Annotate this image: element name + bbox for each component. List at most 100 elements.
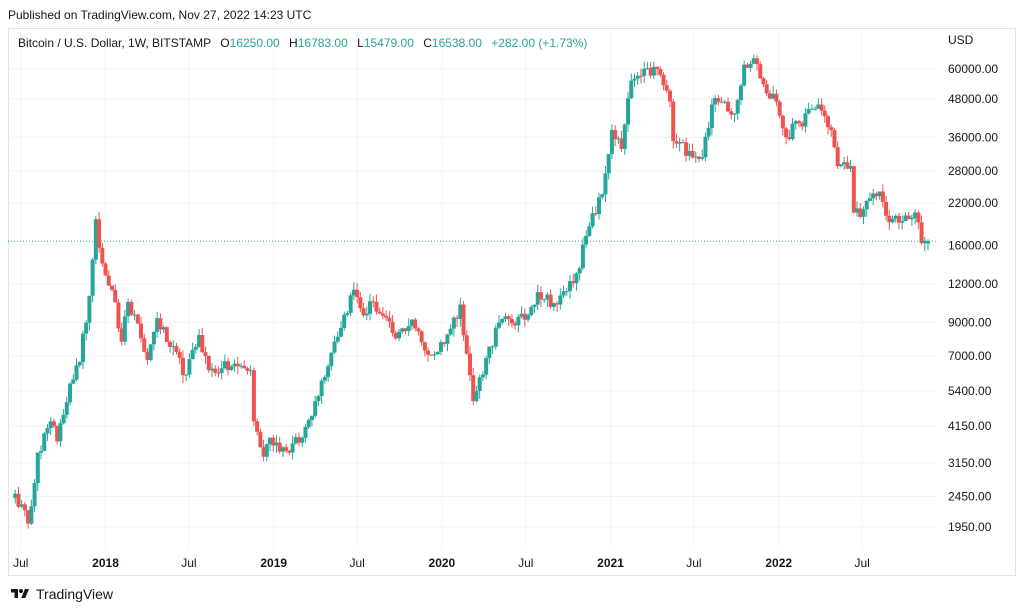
candle [445, 333, 450, 352]
candle [635, 71, 640, 85]
candle [871, 188, 876, 206]
candle [413, 317, 418, 332]
candle [84, 319, 89, 341]
candle [371, 296, 376, 308]
candle [477, 374, 482, 399]
candle [835, 141, 840, 169]
candle [661, 72, 666, 91]
candle [26, 509, 31, 529]
candle [226, 357, 231, 376]
candle [706, 121, 711, 141]
candle [793, 120, 798, 130]
candle [461, 300, 466, 342]
candle [777, 100, 782, 119]
y-tick-label: 3150.00 [948, 456, 992, 470]
candle [168, 340, 173, 353]
y-tick-label: 22000.00 [948, 196, 998, 210]
candle [877, 191, 882, 200]
candle [209, 362, 214, 377]
candle [29, 499, 34, 526]
candle [487, 346, 492, 365]
candle [468, 346, 472, 382]
x-tick-label: Jul [349, 556, 364, 570]
candle [258, 428, 263, 448]
candle [264, 443, 269, 462]
candle [161, 325, 166, 334]
candle [239, 363, 243, 369]
x-tick-label: 2021 [597, 556, 624, 570]
candle [613, 125, 618, 147]
candle [448, 324, 453, 336]
candle [584, 230, 589, 248]
candle [397, 329, 402, 342]
x-tick-label: 2019 [260, 556, 287, 570]
candle [671, 98, 676, 149]
candle [387, 310, 392, 328]
candle [532, 304, 537, 313]
candle [555, 301, 560, 312]
candle [197, 329, 202, 348]
candle [164, 326, 169, 343]
candle [222, 354, 227, 370]
candle [364, 306, 369, 321]
candle [297, 432, 302, 447]
candle [513, 320, 518, 330]
candle [268, 437, 273, 452]
candle [68, 382, 73, 406]
candle [687, 143, 692, 161]
candle [909, 214, 914, 227]
candle [235, 356, 240, 375]
candle [471, 367, 476, 406]
candle [529, 304, 534, 317]
footer-brand[interactable]: TradingView [10, 586, 113, 602]
open-value: 16250.00 [229, 36, 280, 50]
candle [867, 192, 872, 202]
candle [329, 352, 334, 371]
candle [203, 346, 208, 364]
candle [280, 446, 285, 457]
x-tick-label: Jul [181, 556, 196, 570]
candle [729, 108, 734, 120]
candle [126, 298, 131, 324]
candle [251, 367, 256, 427]
candle [822, 105, 827, 123]
candle [884, 195, 889, 221]
candle [219, 360, 224, 380]
candle [206, 355, 211, 373]
candle [851, 165, 856, 214]
candle [313, 395, 318, 419]
candle [255, 418, 260, 436]
candle [474, 385, 479, 403]
chart-legend: Bitcoin / U.S. Dollar, 1W, BITSTAMP O162… [18, 36, 587, 50]
candle [551, 302, 556, 311]
candle [535, 284, 540, 311]
candle [400, 327, 405, 334]
candle [761, 76, 766, 88]
y-tick-label: 48000.00 [948, 92, 998, 106]
candle [709, 98, 714, 136]
candle [906, 211, 911, 220]
candle [774, 89, 779, 107]
candle [300, 436, 305, 447]
candle [567, 274, 572, 299]
candle [861, 206, 866, 225]
candle [184, 374, 189, 382]
candle [316, 394, 321, 407]
candle [848, 159, 853, 173]
candle [284, 443, 289, 454]
candle [187, 353, 192, 378]
candle [896, 212, 901, 229]
y-tick-label: 7000.00 [948, 349, 992, 363]
candle [658, 66, 663, 77]
candle [813, 106, 818, 111]
candle [132, 310, 137, 321]
candle [716, 95, 721, 106]
candle [622, 123, 627, 155]
candle [726, 97, 731, 113]
candle [171, 340, 176, 356]
candle [232, 359, 237, 372]
candle [771, 86, 776, 100]
candle [403, 328, 408, 335]
candle [619, 130, 624, 152]
